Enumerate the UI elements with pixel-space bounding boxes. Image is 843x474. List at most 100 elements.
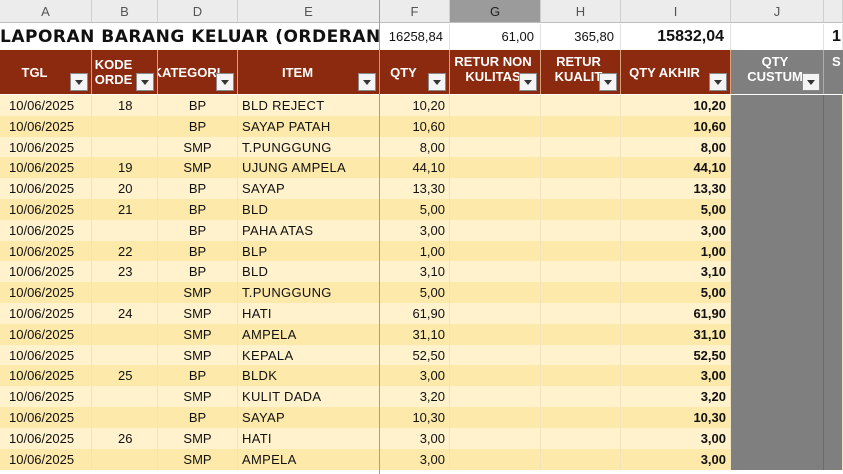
cell-kategori[interactable]: BP: [158, 199, 238, 220]
cell-kategori[interactable]: BP: [158, 407, 238, 428]
cell-qty[interactable]: 10,20: [380, 95, 450, 116]
cell-retur-non-kualitas[interactable]: [450, 386, 541, 408]
cell-kategori[interactable]: BP: [158, 240, 238, 262]
cell-kode-order[interactable]: 24: [92, 303, 158, 324]
cell-qty[interactable]: 13,30: [380, 178, 450, 200]
cell-retur-kualitas[interactable]: [541, 386, 621, 408]
total-qty-custumer[interactable]: [731, 24, 824, 50]
cell-partial[interactable]: [824, 157, 843, 179]
cell-qty-akhir[interactable]: 3,00: [621, 365, 731, 387]
filter-dropdown-icon[interactable]: [709, 73, 727, 91]
cell-retur-kualitas[interactable]: [541, 365, 621, 387]
cell-qty-custumer[interactable]: [731, 157, 824, 179]
total-qty[interactable]: 16258,84: [380, 24, 450, 50]
cell-tgl[interactable]: 10/06/2025: [0, 282, 92, 304]
cell-kode-order[interactable]: 25: [92, 365, 158, 387]
total-retur-kualitas[interactable]: 365,80: [541, 24, 621, 50]
filter-dropdown-icon[interactable]: [70, 73, 88, 91]
cell-qty-custumer[interactable]: [731, 199, 824, 220]
cell-partial[interactable]: [824, 323, 843, 345]
cell-qty-custumer[interactable]: [731, 240, 824, 262]
cell-qty[interactable]: 61,90: [380, 303, 450, 324]
cell-qty[interactable]: 44,10: [380, 157, 450, 179]
cell-retur-non-kualitas[interactable]: [450, 240, 541, 262]
cell-qty-akhir[interactable]: 3,00: [621, 219, 731, 241]
cell-qty-custumer[interactable]: [731, 115, 824, 137]
cell-qty[interactable]: 8,00: [380, 136, 450, 158]
cell-qty-akhir[interactable]: 3,20: [621, 386, 731, 408]
cell-item[interactable]: BLP: [238, 240, 380, 262]
cell-qty-akhir[interactable]: 5,00: [621, 199, 731, 220]
cell-partial[interactable]: [824, 344, 843, 366]
cell-item[interactable]: KULIT DADA: [238, 386, 380, 408]
cell-tgl[interactable]: 10/06/2025: [0, 115, 92, 137]
cell-qty-custumer[interactable]: [731, 427, 824, 449]
cell-tgl[interactable]: 10/06/2025: [0, 178, 92, 200]
cell-kode-order[interactable]: 18: [92, 95, 158, 116]
cell-kategori[interactable]: SMP: [158, 157, 238, 179]
cell-kode-order[interactable]: 26: [92, 427, 158, 449]
cell-item[interactable]: T.PUNGGUNG: [238, 136, 380, 158]
cell-retur-kualitas[interactable]: [541, 240, 621, 262]
cell-kode-order[interactable]: [92, 323, 158, 345]
cell-qty-akhir[interactable]: 10,30: [621, 407, 731, 428]
cell-qty-akhir[interactable]: 44,10: [621, 157, 731, 179]
cell-qty[interactable]: 5,00: [380, 282, 450, 304]
cell-qty-custumer[interactable]: [731, 282, 824, 304]
cell-kategori[interactable]: BP: [158, 365, 238, 387]
cell-qty[interactable]: 3,00: [380, 219, 450, 241]
column-header-e[interactable]: E: [238, 0, 380, 23]
cell-partial[interactable]: [824, 282, 843, 304]
cell-qty-custumer[interactable]: [731, 448, 824, 470]
cell-kode-order[interactable]: [92, 136, 158, 158]
cell-kategori[interactable]: BP: [158, 95, 238, 116]
cell-item[interactable]: BLD REJECT: [238, 95, 380, 116]
cell-partial[interactable]: [824, 407, 843, 428]
cell-qty-akhir[interactable]: 5,00: [621, 282, 731, 304]
cell-qty[interactable]: 1,00: [380, 240, 450, 262]
cell-kategori[interactable]: SMP: [158, 427, 238, 449]
cell-partial[interactable]: [824, 95, 843, 116]
cell-retur-kualitas[interactable]: [541, 448, 621, 470]
cell-kode-order[interactable]: [92, 219, 158, 241]
column-header-i[interactable]: I: [621, 0, 731, 23]
column-header-a[interactable]: A: [0, 0, 92, 23]
header-retur-non-kualitas[interactable]: RETUR NON KULITAS: [450, 50, 541, 94]
cell-tgl[interactable]: 10/06/2025: [0, 219, 92, 241]
cell-partial[interactable]: [824, 303, 843, 324]
cell-qty[interactable]: 31,10: [380, 323, 450, 345]
cell-retur-non-kualitas[interactable]: [450, 282, 541, 304]
cell-tgl[interactable]: 10/06/2025: [0, 199, 92, 220]
column-header-g[interactable]: G: [450, 0, 541, 23]
cell-kode-order[interactable]: 20: [92, 178, 158, 200]
cell-qty-akhir[interactable]: 31,10: [621, 323, 731, 345]
cell-kategori[interactable]: SMP: [158, 282, 238, 304]
cell-retur-non-kualitas[interactable]: [450, 344, 541, 366]
cell-item[interactable]: BLD: [238, 199, 380, 220]
cell-tgl[interactable]: 10/06/2025: [0, 365, 92, 387]
cell-retur-kualitas[interactable]: [541, 199, 621, 220]
cell-qty-custumer[interactable]: [731, 386, 824, 408]
cell-tgl[interactable]: 10/06/2025: [0, 448, 92, 470]
cell-tgl[interactable]: 10/06/2025: [0, 136, 92, 158]
cell-retur-kualitas[interactable]: [541, 136, 621, 158]
cell-retur-non-kualitas[interactable]: [450, 323, 541, 345]
cell-tgl[interactable]: 10/06/2025: [0, 95, 92, 116]
cell-qty[interactable]: 3,10: [380, 261, 450, 283]
cell-item[interactable]: T.PUNGGUNG: [238, 282, 380, 304]
cell-retur-kualitas[interactable]: [541, 344, 621, 366]
filter-dropdown-icon[interactable]: [802, 73, 820, 91]
column-header-b[interactable]: B: [92, 0, 158, 23]
filter-dropdown-icon[interactable]: [136, 73, 154, 91]
cell-qty-custumer[interactable]: [731, 323, 824, 345]
column-header-f[interactable]: F: [380, 0, 450, 23]
cell-tgl[interactable]: 10/06/2025: [0, 157, 92, 179]
cell-item[interactable]: HATI: [238, 303, 380, 324]
cell-item[interactable]: SAYAP: [238, 407, 380, 428]
cell-tgl[interactable]: 10/06/2025: [0, 261, 92, 283]
header-qty-custumer[interactable]: QTY CUSTUM: [731, 50, 824, 94]
cell-item[interactable]: HATI: [238, 427, 380, 449]
cell-kode-order[interactable]: [92, 282, 158, 304]
cell-kode-order[interactable]: [92, 386, 158, 408]
cell-kode-order[interactable]: 23: [92, 261, 158, 283]
